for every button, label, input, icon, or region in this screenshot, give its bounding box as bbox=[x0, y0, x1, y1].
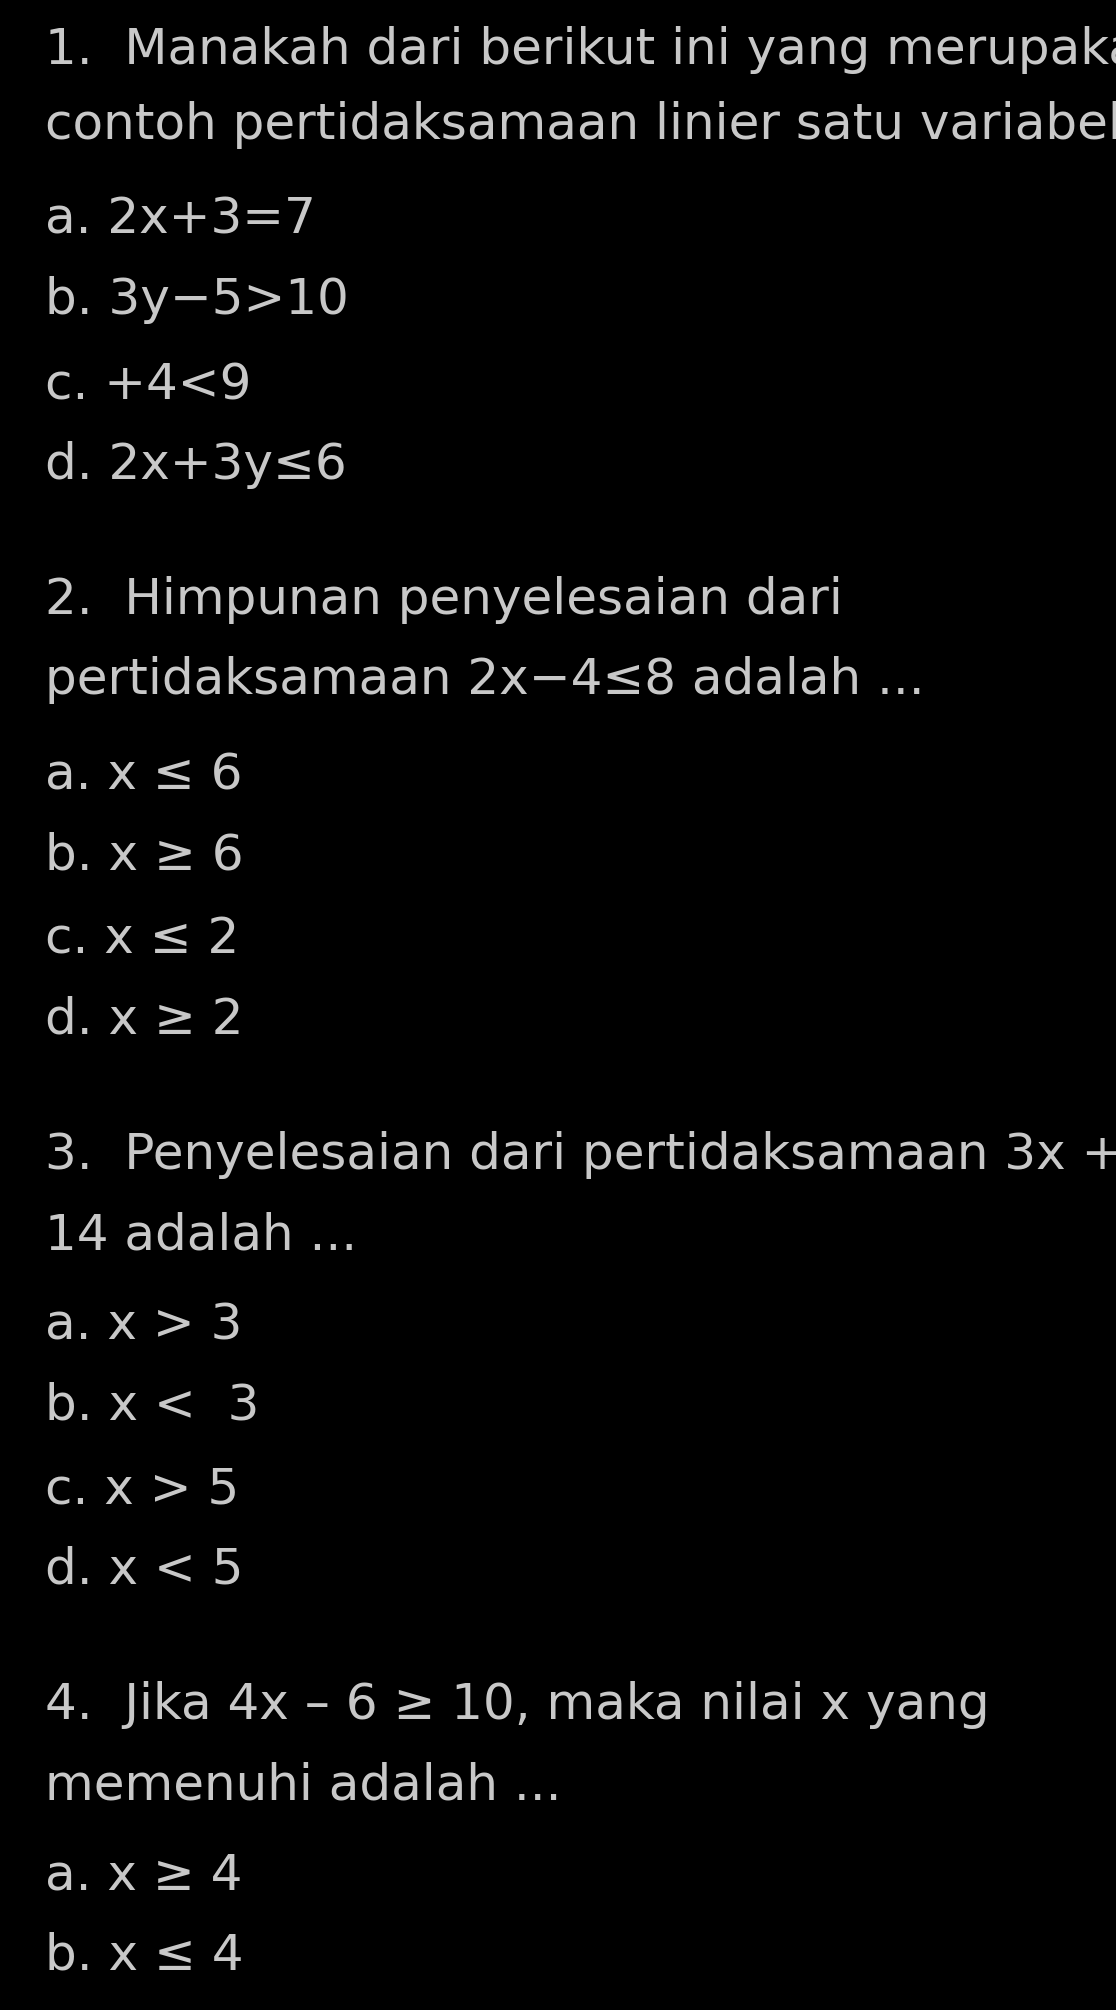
Text: d. x ≥ 2: d. x ≥ 2 bbox=[45, 997, 243, 1043]
Text: 4.  Jika 4x – 6 ≥ 10, maka nilai x yang: 4. Jika 4x – 6 ≥ 10, maka nilai x yang bbox=[45, 1680, 989, 1729]
Text: memenuhi adalah ...: memenuhi adalah ... bbox=[45, 1761, 561, 1809]
Text: 2.  Himpunan penyelesaian dari: 2. Himpunan penyelesaian dari bbox=[45, 577, 843, 623]
Text: b. 3y−5>10: b. 3y−5>10 bbox=[45, 275, 348, 324]
Text: a. x ≤ 6: a. x ≤ 6 bbox=[45, 752, 242, 800]
Text: c. x > 5: c. x > 5 bbox=[45, 1465, 239, 1514]
Text: 3.  Penyelesaian dari pertidaksamaan 3x + 5 >: 3. Penyelesaian dari pertidaksamaan 3x +… bbox=[45, 1132, 1116, 1180]
Text: c. +4<9: c. +4<9 bbox=[45, 362, 251, 408]
Text: d. 2x+3y≤6: d. 2x+3y≤6 bbox=[45, 440, 346, 488]
Text: d. x < 5: d. x < 5 bbox=[45, 1546, 243, 1594]
Text: a. x ≥ 4: a. x ≥ 4 bbox=[45, 1851, 242, 1899]
Text: contoh pertidaksamaan linier satu variabel?: contoh pertidaksamaan linier satu variab… bbox=[45, 100, 1116, 149]
Text: a. 2x+3=7: a. 2x+3=7 bbox=[45, 197, 316, 243]
Text: b. x <  3: b. x < 3 bbox=[45, 1381, 259, 1429]
Text: b. x ≥ 6: b. x ≥ 6 bbox=[45, 830, 243, 878]
Text: pertidaksamaan 2x−4≤8 adalah ...: pertidaksamaan 2x−4≤8 adalah ... bbox=[45, 655, 924, 703]
Text: 1.  Manakah dari berikut ini yang merupakan: 1. Manakah dari berikut ini yang merupak… bbox=[45, 26, 1116, 74]
Text: 14 adalah ...: 14 adalah ... bbox=[45, 1210, 357, 1258]
Text: b. x ≤ 4: b. x ≤ 4 bbox=[45, 1932, 243, 1980]
Text: a. x > 3: a. x > 3 bbox=[45, 1300, 242, 1349]
Text: c. x ≤ 2: c. x ≤ 2 bbox=[45, 917, 239, 965]
